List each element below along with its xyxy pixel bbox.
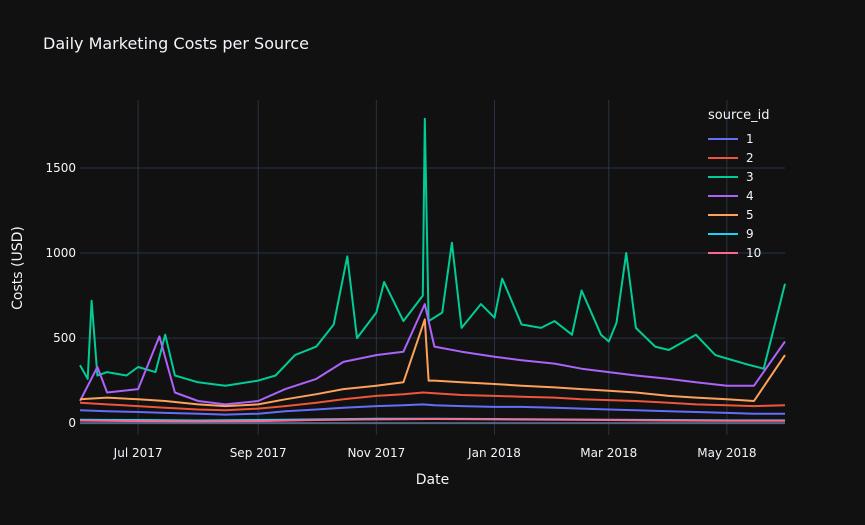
y-tick-label: 0 bbox=[68, 416, 76, 430]
legend-label: 2 bbox=[746, 150, 754, 165]
legend-item-3[interactable]: 3 bbox=[708, 167, 770, 186]
legend-item-5[interactable]: 5 bbox=[708, 205, 770, 224]
legend-label: 5 bbox=[746, 207, 754, 222]
legend-item-9[interactable]: 9 bbox=[708, 224, 770, 243]
legend-item-1[interactable]: 1 bbox=[708, 129, 770, 148]
chart-title: Daily Marketing Costs per Source bbox=[43, 34, 310, 53]
y-axis-label: Costs (USD) bbox=[10, 226, 26, 310]
series-line-4 bbox=[79, 303, 786, 406]
legend-item-10[interactable]: 10 bbox=[708, 243, 770, 262]
x-tick-label: Mar 2018 bbox=[580, 446, 637, 460]
legend-swatch bbox=[708, 213, 738, 216]
legend-title: source_id bbox=[708, 108, 770, 123]
series-lines bbox=[79, 117, 786, 423]
legend-swatch bbox=[708, 194, 738, 197]
legend-swatch bbox=[708, 232, 738, 235]
legend: source_id 1 2 3 4 5 9 10 bbox=[708, 108, 770, 262]
series-line-1 bbox=[79, 403, 785, 416]
legend-swatch bbox=[708, 137, 738, 140]
grid-lines bbox=[80, 100, 785, 435]
x-tick-label: Jul 2017 bbox=[113, 446, 163, 460]
legend-label: 9 bbox=[746, 226, 754, 241]
legend-label: 1 bbox=[746, 131, 754, 146]
legend-items: 1 2 3 4 5 9 10 bbox=[708, 129, 770, 262]
x-tick-label: Jan 2018 bbox=[467, 446, 521, 460]
x-axis-label: Date bbox=[415, 472, 450, 488]
legend-swatch bbox=[708, 156, 738, 159]
legend-label: 3 bbox=[746, 169, 754, 184]
legend-swatch bbox=[708, 175, 738, 178]
y-tick-label: 1500 bbox=[45, 161, 76, 175]
series-line-5 bbox=[79, 318, 786, 408]
x-tick-label: Nov 2017 bbox=[347, 446, 405, 460]
plot-area bbox=[80, 100, 785, 435]
legend-item-4[interactable]: 4 bbox=[708, 186, 770, 205]
legend-label: 10 bbox=[746, 245, 762, 260]
x-tick-label: Sep 2017 bbox=[230, 446, 287, 460]
legend-swatch bbox=[708, 251, 738, 254]
legend-item-2[interactable]: 2 bbox=[708, 148, 770, 167]
x-tick-label: May 2018 bbox=[697, 446, 756, 460]
series-line-10 bbox=[79, 418, 785, 423]
y-tick-label: 1000 bbox=[45, 246, 76, 260]
y-tick-label: 500 bbox=[53, 331, 76, 345]
legend-label: 4 bbox=[746, 188, 754, 203]
tick-labels: Jul 2017 Sep 2017 Nov 2017 Jan 2018 Mar 2018… bbox=[45, 161, 756, 460]
series-line-2 bbox=[79, 391, 786, 412]
